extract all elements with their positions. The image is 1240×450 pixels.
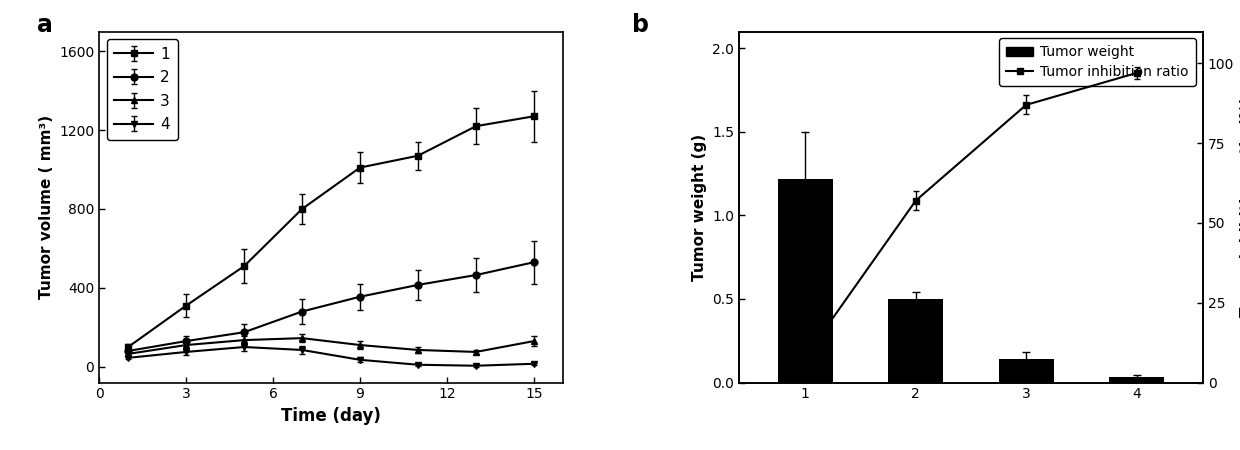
Y-axis label: Tumor weight (g): Tumor weight (g) [692,134,707,280]
Bar [998,359,1054,382]
X-axis label: Time (day): Time (day) [281,407,381,425]
Text: a: a [37,14,53,37]
Text: b: b [632,14,650,37]
Bar [777,179,833,382]
Bar [888,299,944,382]
Legend: Tumor weight, Tumor inhibition ratio: Tumor weight, Tumor inhibition ratio [998,38,1195,86]
Legend: 1, 2, 3, 4: 1, 2, 3, 4 [107,39,177,140]
Bar [1109,378,1164,382]
Y-axis label: Tumor volume ( mm³): Tumor volume ( mm³) [38,115,53,299]
